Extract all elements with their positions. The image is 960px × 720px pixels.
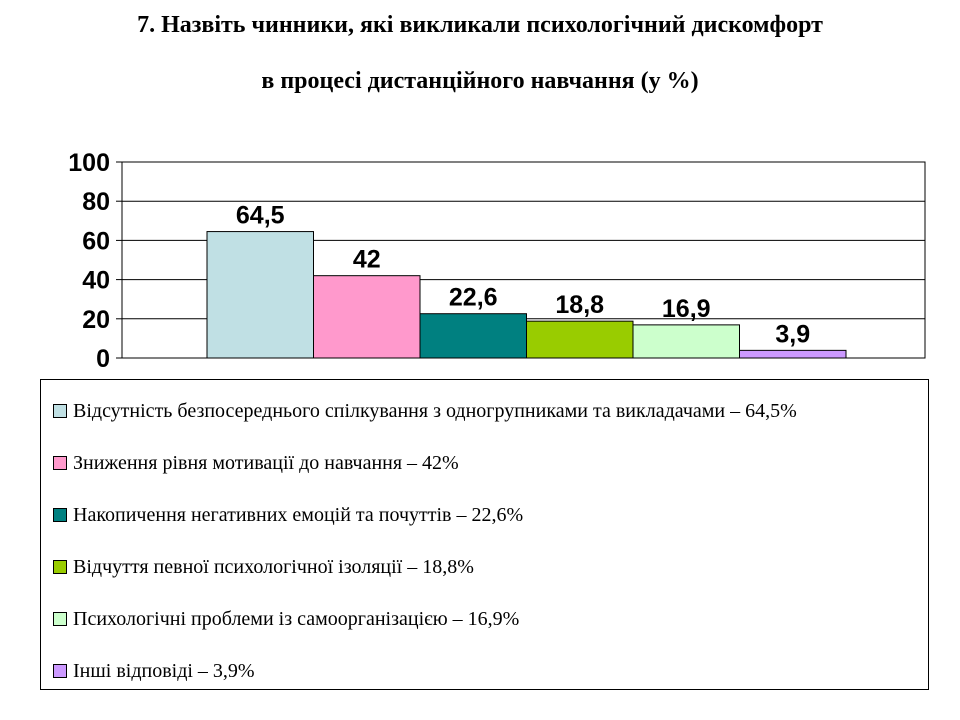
legend-item: Зниження рівня мотивації до навчання – 4… (53, 448, 459, 478)
legend-swatch (53, 612, 67, 626)
bar (419, 313, 527, 359)
chart-title-line-2: в процесі дистанційного навчання (у %) (261, 68, 699, 94)
bar-data-label: 18,8 (555, 291, 604, 319)
legend-item: Психологічні проблеми із самоорганізаціє… (53, 604, 519, 634)
bar-data-label: 16,9 (662, 295, 711, 323)
legend-label: Відсутність безпосереднього спілкування … (73, 399, 797, 422)
bar-chart: 0 20 40 60 80 100 64,5 42 22,6 18,8 16,9 3,9 (68, 149, 926, 373)
y-tick-label: 60 (82, 227, 110, 255)
bar (206, 231, 314, 359)
legend-swatch (53, 456, 67, 470)
legend-item: Відчуття певної психологічної ізоляції –… (53, 552, 474, 582)
bar-data-label: 64,5 (236, 202, 285, 230)
y-tick-label: 80 (82, 188, 110, 216)
legend-label: Зниження рівня мотивації до навчання – 4… (73, 451, 459, 474)
y-tick-label: 20 (82, 306, 110, 334)
bar (313, 275, 421, 359)
legend-swatch (53, 404, 67, 418)
bar (739, 349, 847, 359)
legend-swatch (53, 664, 67, 678)
legend-label: Відчуття певної психологічної ізоляції –… (73, 555, 474, 578)
legend-label: Інші відповіді – 3,9% (73, 659, 255, 682)
bar (632, 324, 740, 359)
chart-title-line-1: 7. Назвіть чинники, які викликали психол… (137, 12, 823, 38)
chart-legend: Відсутність безпосереднього спілкування … (40, 379, 929, 690)
legend-label: Психологічні проблеми із самоорганізаціє… (73, 607, 520, 630)
legend-item: Інші відповіді – 3,9% (53, 656, 255, 686)
legend-item: Відсутність безпосереднього спілкування … (53, 396, 797, 426)
bar-data-label: 42 (353, 246, 381, 274)
legend-swatch (53, 560, 67, 574)
y-tick-label: 0 (96, 345, 110, 373)
bar-data-label: 22,6 (449, 284, 498, 312)
y-tick-label: 40 (82, 267, 110, 295)
legend-label: Накопичення негативних емоцій та почутті… (73, 503, 524, 526)
legend-item: Накопичення негативних емоцій та почутті… (53, 500, 523, 530)
y-tick-label: 100 (68, 149, 110, 177)
bar-data-label: 3,9 (775, 320, 810, 348)
legend-swatch (53, 508, 67, 522)
bar (526, 320, 634, 359)
